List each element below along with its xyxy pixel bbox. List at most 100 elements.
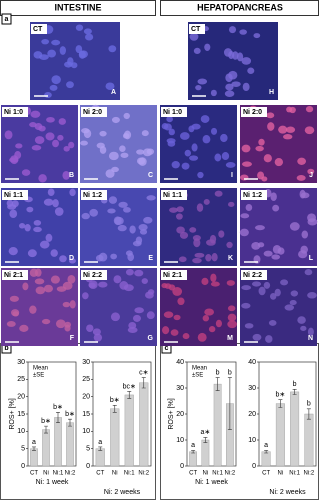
nucleus: [241, 57, 252, 65]
x-tick-label: CT: [189, 471, 197, 477]
nucleus: [263, 154, 272, 163]
nucleus: [43, 198, 54, 206]
significance-label: b: [216, 369, 220, 376]
panel-letter: D: [69, 255, 74, 262]
nucleus: [196, 203, 204, 212]
nucleus: [197, 78, 208, 85]
bar: [290, 391, 300, 467]
panel-label: Ni 2:1: [163, 272, 182, 279]
nucleus: [123, 112, 130, 120]
nucleus: [80, 140, 88, 146]
significance-label: b∗: [53, 404, 63, 411]
nucleus: [228, 70, 238, 80]
nucleus: [134, 269, 144, 277]
error-bar: [306, 408, 311, 420]
nucleus: [45, 233, 53, 242]
nucleus: [120, 152, 129, 158]
nucleus: [245, 204, 253, 212]
error-bar: [32, 446, 36, 451]
error-bar: [112, 405, 117, 413]
nucleus: [169, 207, 178, 213]
nucleus: [66, 81, 74, 89]
error-bar: [278, 399, 283, 408]
nucleus: [59, 255, 67, 263]
significance-label: b∗: [41, 418, 51, 425]
nucleus: [241, 161, 252, 167]
nucleus: [43, 284, 53, 293]
nucleus: [39, 240, 50, 249]
nucleus: [289, 106, 296, 114]
bar: [189, 451, 197, 467]
bar: [95, 448, 105, 467]
panel-label-box: [241, 107, 267, 117]
panel-label-box: [161, 190, 187, 200]
panel-label-box: [241, 190, 267, 200]
nucleus: [30, 110, 41, 118]
nucleus: [278, 125, 288, 134]
nucleus: [232, 51, 239, 60]
significance-label: a: [264, 442, 268, 449]
panel-label: Ni 2:0: [243, 109, 262, 116]
significance-label: a: [32, 439, 36, 446]
nucleus: [117, 224, 127, 232]
panel-label-box: [2, 190, 28, 200]
nucleus: [274, 158, 284, 167]
nucleus: [51, 39, 61, 46]
nucleus: [307, 218, 318, 226]
significance-label: b: [307, 401, 311, 408]
nucleus: [258, 286, 266, 296]
nucleus: [34, 268, 42, 277]
nucleus: [123, 206, 131, 213]
nucleus: [59, 46, 66, 55]
nucleus: [172, 287, 183, 296]
nucleus: [62, 281, 73, 290]
nucleus: [289, 222, 300, 231]
nucleus: [110, 253, 117, 260]
panel-letter: G: [148, 335, 154, 342]
nucleus: [50, 249, 58, 257]
x-tick-label: Ni:1: [289, 471, 300, 477]
nucleus: [176, 213, 183, 220]
nucleus: [228, 201, 235, 207]
error-bar: [68, 418, 72, 427]
nucleus: [166, 115, 173, 123]
nucleus: [223, 48, 233, 57]
nucleus: [263, 281, 271, 289]
error-bar: [44, 425, 48, 434]
nucleus: [15, 143, 23, 149]
nucleus: [188, 125, 195, 133]
nucleus: [96, 142, 105, 149]
nucleus: [44, 92, 52, 98]
micrograph: [240, 105, 317, 183]
nucleus: [64, 61, 73, 68]
section-label-box: [1, 13, 12, 25]
nucleus: [261, 176, 268, 182]
nucleus: [218, 230, 225, 238]
section-label: c: [165, 345, 169, 352]
nucleus: [244, 323, 254, 329]
nucleus: [189, 32, 199, 41]
error-bar: [292, 389, 297, 395]
panel-label-box: [81, 190, 107, 200]
significance-label: a∗: [200, 429, 210, 436]
panel-label: Ni 2:1: [4, 272, 23, 279]
nucleus: [49, 84, 58, 91]
nucleus: [251, 242, 261, 250]
nucleus: [63, 145, 70, 152]
nucleus: [225, 161, 236, 168]
nucleus: [7, 204, 17, 210]
y-tick-label: 20: [17, 394, 25, 401]
nucleus: [206, 239, 216, 246]
nucleus: [231, 81, 241, 87]
panel-letter: L: [309, 255, 314, 262]
nucleus: [297, 316, 306, 324]
y-tick-label: 25: [82, 376, 90, 383]
nucleus: [78, 50, 88, 58]
significance-label: b: [293, 381, 297, 388]
nucleus: [47, 49, 57, 58]
nucleus: [241, 285, 251, 291]
nucleus: [194, 252, 205, 258]
nucleus: [214, 153, 222, 162]
nucleus: [255, 145, 264, 152]
y-tick-label: 10: [82, 428, 90, 435]
